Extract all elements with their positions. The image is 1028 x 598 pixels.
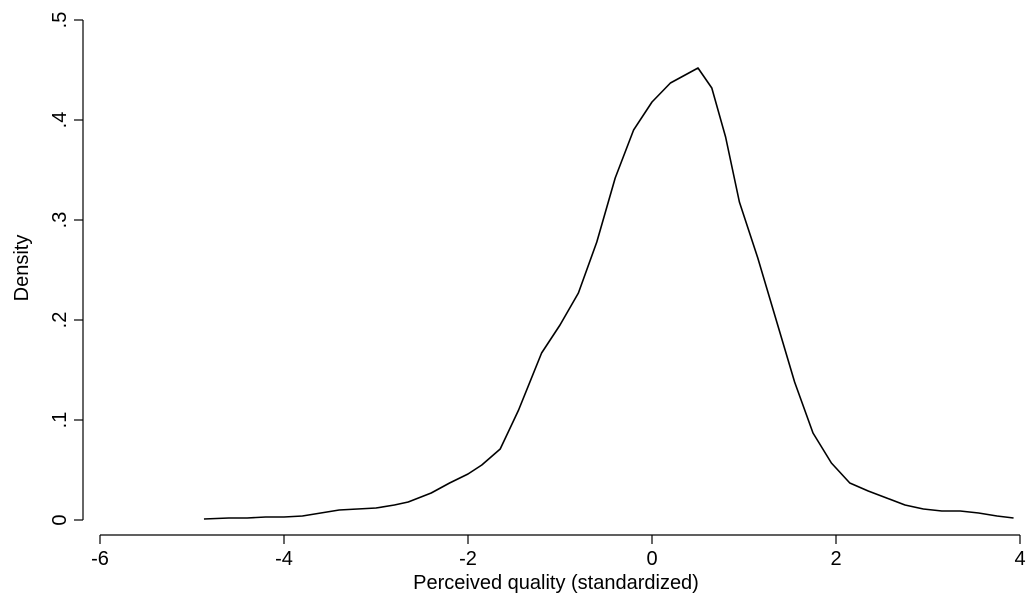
density-line	[203, 67, 1014, 520]
x-tick-label: 0	[646, 548, 657, 570]
x-axis-ticks: -6 -4 -2 0 2 4	[91, 535, 1026, 570]
x-tick-label: -6	[91, 548, 109, 570]
x-tick-label: 4	[1014, 548, 1025, 570]
x-tick-label: -4	[275, 548, 293, 570]
y-tick-label: .4	[49, 112, 71, 129]
y-axis-ticks: 0 .1 .2 .3 .4 .5	[49, 12, 83, 526]
y-tick-label: .1	[49, 412, 71, 429]
x-axis-title: Perceived quality (standardized)	[413, 572, 699, 594]
y-tick-label: .2	[49, 312, 71, 329]
x-tick-label: -2	[459, 548, 477, 570]
y-axis-title: Density	[11, 235, 33, 302]
y-tick-label: .5	[49, 12, 71, 29]
x-tick-label: 2	[830, 548, 841, 570]
y-tick-label: .3	[49, 212, 71, 229]
y-tick-label: 0	[49, 514, 71, 525]
